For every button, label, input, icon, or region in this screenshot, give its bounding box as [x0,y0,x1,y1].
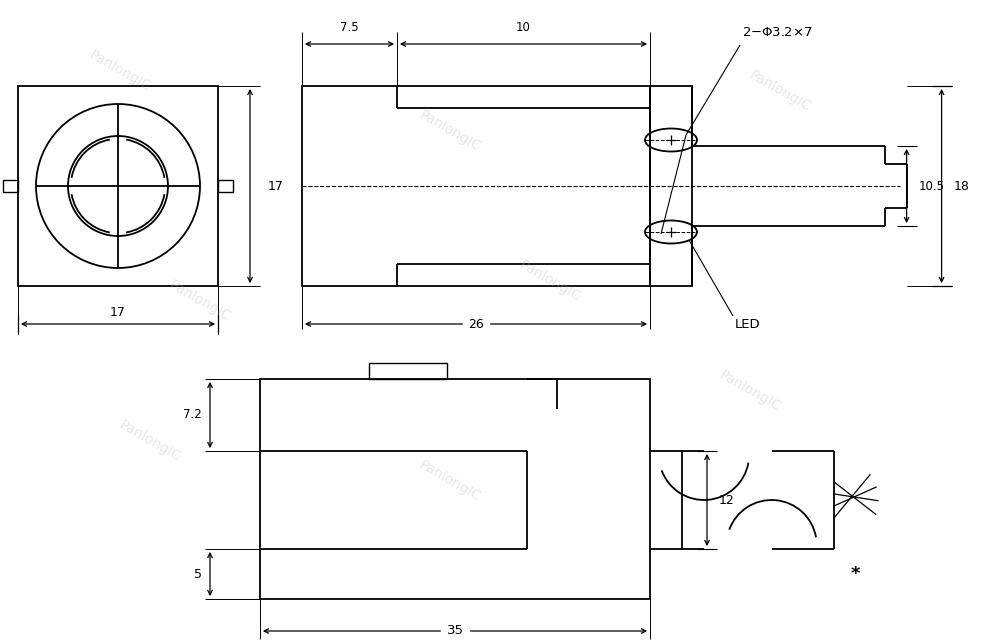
Bar [260,379,650,599]
Bar [302,86,650,286]
Text: PanlongIC: PanlongIC [517,258,583,304]
Bar [650,86,692,286]
Bar [3,180,18,192]
Text: *: * [850,565,860,583]
Text: 35: 35 [446,624,464,638]
Text: 18: 18 [954,179,969,192]
Text: 26: 26 [468,317,484,331]
Text: 17: 17 [268,179,284,192]
Text: 17: 17 [110,306,126,319]
Text: 12: 12 [719,494,735,506]
Bar [369,363,447,379]
Text: PanlongIC: PanlongIC [747,68,813,114]
Text: PanlongIC: PanlongIC [117,418,183,464]
Text: PanlongIC: PanlongIC [167,278,233,324]
Text: PanlongIC: PanlongIC [717,368,783,414]
Bar [218,180,233,192]
Bar [18,86,218,286]
Text: 7.5: 7.5 [340,21,359,34]
Text: 5: 5 [194,567,202,581]
Text: PanlongIC: PanlongIC [417,108,483,154]
Text: LED: LED [735,317,761,331]
Text: 7.2: 7.2 [183,408,202,422]
Text: PanlongIC: PanlongIC [87,47,153,94]
Text: PanlongIC: PanlongIC [417,458,483,504]
Text: 2$-\Phi$3.2$\times$7: 2$-\Phi$3.2$\times$7 [742,26,813,40]
Text: 10: 10 [516,21,531,34]
Text: 10.5: 10.5 [919,179,945,192]
